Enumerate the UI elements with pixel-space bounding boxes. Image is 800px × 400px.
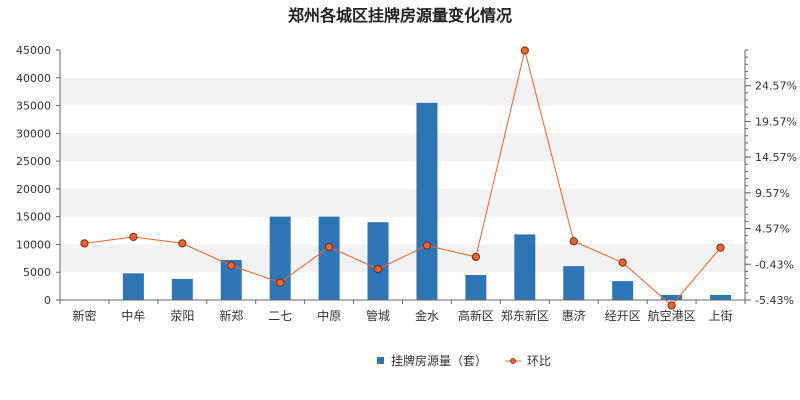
right-tick-label: 14.57%	[755, 151, 797, 164]
bar	[612, 281, 634, 300]
line-point	[569, 237, 578, 246]
bar	[220, 260, 242, 300]
x-category-label: 航空港区	[648, 308, 696, 323]
bar	[710, 295, 732, 300]
bar	[661, 295, 683, 300]
axes	[59, 50, 746, 304]
bar-series	[122, 102, 732, 301]
left-tick-label: 45000	[16, 44, 51, 57]
left-axis-ticks: 0 5000 10000 15000 20000 25000 30000 35000 40000…	[16, 44, 60, 307]
x-category-label: 惠济	[562, 308, 586, 323]
line-point	[129, 232, 138, 242]
plot-bands	[60, 50, 745, 300]
x-category-label: 高新区	[458, 308, 494, 323]
legend-bar-swatch	[377, 357, 384, 364]
left-tick-label: 5000	[23, 266, 51, 279]
grid-band	[60, 133, 745, 162]
right-tick-label: 19.57%	[755, 115, 797, 128]
right-axis-ticks: -5.43% -0.43% 4.57% 9.57% 14.57% 19.57% 24.57%	[745, 49, 797, 307]
grid-band	[60, 161, 745, 189]
line-point	[716, 243, 725, 252]
left-tick-label: 15000	[16, 211, 51, 224]
x-category-label: 中原	[317, 308, 341, 323]
bar	[416, 102, 438, 301]
grid-band	[60, 244, 745, 273]
line-point	[325, 242, 334, 252]
bar	[367, 222, 389, 300]
right-tick-label: -0.43%	[755, 258, 794, 271]
chart-title: 郑州各城区挂牌房源量变化情况	[288, 6, 512, 25]
bar	[465, 275, 487, 300]
right-tick-label: 9.57%	[755, 187, 790, 200]
legend-bar-label: 挂牌房源量（套）	[391, 353, 487, 368]
grid-band	[60, 188, 745, 217]
bar	[122, 273, 144, 300]
bar	[563, 266, 585, 300]
x-category-label: 上街	[709, 309, 733, 323]
legend-line-marker	[510, 358, 516, 364]
x-category-label: 金水	[415, 308, 439, 323]
x-category-label: 管城	[366, 308, 390, 323]
line-point	[667, 301, 676, 310]
left-tick-label: 20000	[16, 183, 51, 196]
line-point	[471, 252, 480, 262]
line-point	[422, 241, 432, 250]
line-point	[520, 46, 529, 55]
x-category-label: 新密	[72, 308, 96, 323]
x-axis-labels: 新密 中牟 荥阳 新郑 二七 中原 管城 金水 高新区 郑东新区 惠济 经开区 航空港区 上街	[72, 308, 732, 323]
line-point	[80, 239, 89, 248]
left-tick-label: 40000	[16, 72, 51, 85]
line-point	[276, 278, 285, 287]
bar	[171, 278, 193, 300]
left-tick-label: 10000	[16, 238, 51, 251]
x-category-label: 二七	[268, 309, 292, 323]
right-tick-label: 24.57%	[755, 80, 797, 93]
line-point	[618, 258, 627, 267]
grid-band	[60, 216, 745, 245]
grid-band	[60, 77, 745, 106]
legend-line-label: 环比	[527, 354, 551, 368]
line-point	[227, 261, 236, 270]
x-category-label: 新郑	[219, 308, 243, 323]
x-category-label: 郑东新区	[501, 308, 549, 323]
line-series	[80, 46, 725, 310]
left-tick-label: 35000	[16, 100, 51, 113]
grid-band	[60, 50, 745, 78]
x-category-label: 经开区	[605, 309, 641, 323]
right-tick-label: -5.43%	[755, 294, 794, 307]
bar	[269, 216, 291, 300]
left-tick-label: 30000	[16, 127, 51, 140]
line-path	[84, 50, 721, 307]
x-category-label: 荥阳	[170, 309, 194, 323]
bar	[318, 216, 340, 300]
right-tick-label: 4.57%	[755, 223, 790, 236]
left-tick-label: 25000	[16, 155, 51, 168]
grid-band	[60, 272, 745, 300]
bar	[514, 234, 536, 300]
legend: 挂牌房源量（套） 环比	[377, 353, 551, 368]
line-point	[178, 239, 187, 248]
line-point	[373, 264, 383, 274]
left-tick-label: 0	[44, 294, 51, 307]
grid-band	[60, 105, 745, 134]
x-category-label: 中牟	[121, 308, 145, 323]
